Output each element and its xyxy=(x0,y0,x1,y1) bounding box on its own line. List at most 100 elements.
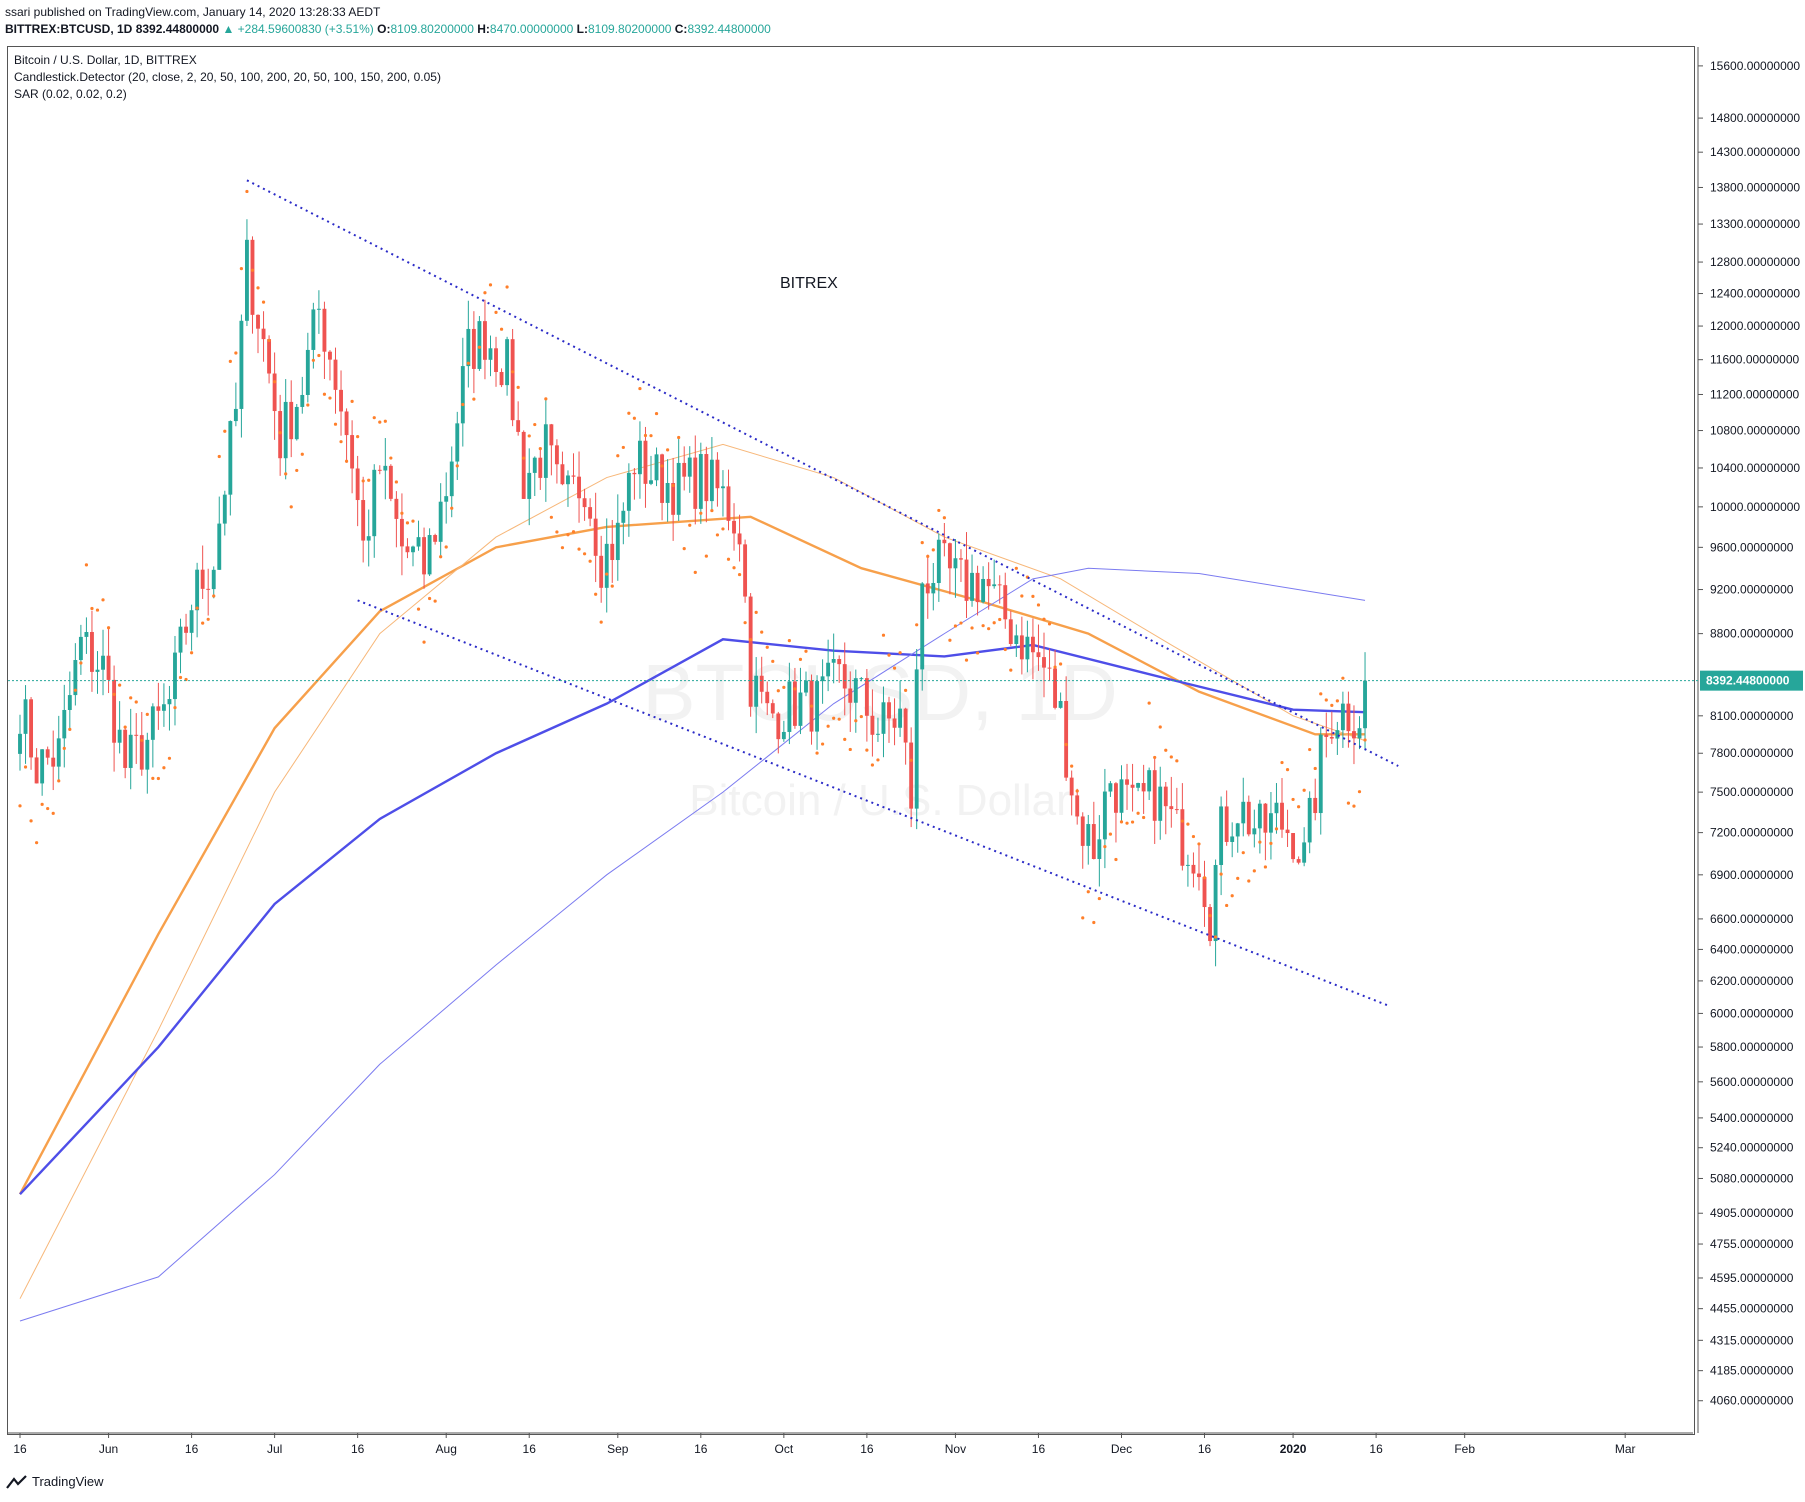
candle-body xyxy=(1019,635,1024,660)
moving-average-line xyxy=(19,638,1366,1196)
candle-body xyxy=(1003,585,1008,620)
sar-dot xyxy=(394,480,398,484)
sar-dot xyxy=(859,714,863,719)
price-tick-label: 4905.00000000 xyxy=(1710,1206,1794,1220)
candle-body xyxy=(953,558,958,569)
candle-body xyxy=(40,749,45,784)
candle-body xyxy=(1086,824,1091,846)
high-value: 8470.00000000 xyxy=(489,22,574,36)
candle-body xyxy=(460,366,465,424)
candle-body xyxy=(294,406,299,440)
candle-body xyxy=(1158,786,1163,821)
sar-dot xyxy=(594,592,598,596)
candle-body xyxy=(1180,809,1185,866)
sar-dot xyxy=(809,704,814,708)
sar-dot xyxy=(721,527,725,531)
sar-dot xyxy=(704,554,708,558)
legend-indicator-sar: SAR (0.02, 0.02, 0.2) xyxy=(14,87,127,101)
price-tick-label: 12400.00000000 xyxy=(1710,287,1800,301)
candle-body xyxy=(1313,797,1318,814)
candle-body xyxy=(328,351,332,360)
candle-body xyxy=(239,320,244,409)
sar-dot xyxy=(389,456,393,460)
candle-body xyxy=(1352,731,1356,739)
candle-body xyxy=(388,465,393,499)
sar-dot xyxy=(987,627,991,631)
candle-body xyxy=(217,523,222,570)
sar-dot xyxy=(499,327,504,331)
sar-dot xyxy=(284,472,288,476)
candle-body xyxy=(527,472,532,499)
sar-dot xyxy=(333,422,338,426)
footer-brand[interactable]: TradingView xyxy=(6,1474,104,1489)
candle-body xyxy=(671,483,676,515)
candle-body xyxy=(250,239,255,315)
sar-dot xyxy=(870,763,875,767)
close-value: 8392.44800000 xyxy=(687,22,771,36)
sar-dot xyxy=(1274,827,1279,831)
candle-body xyxy=(615,522,620,561)
sar-dot xyxy=(239,267,244,271)
sar-dot xyxy=(865,748,869,752)
candle-body xyxy=(245,239,249,321)
candle-body xyxy=(112,679,117,743)
candle-body xyxy=(1296,859,1301,863)
sar-dot xyxy=(898,651,902,655)
chart-frame[interactable] xyxy=(7,46,1695,1435)
candle-body xyxy=(654,454,659,481)
sar-dot xyxy=(710,508,714,513)
price-tick-label: 10800.00000000 xyxy=(1710,424,1800,438)
sar-dot xyxy=(1280,760,1284,765)
candle-body xyxy=(798,692,803,726)
high-label: H: xyxy=(477,22,490,36)
sar-dot xyxy=(632,416,636,420)
sar-dot xyxy=(522,456,526,460)
time-tick-label: Oct xyxy=(775,1442,794,1456)
sar-dot xyxy=(178,675,183,680)
price-tick-label: 9200.00000000 xyxy=(1710,583,1794,597)
price-tick-label: 10400.00000000 xyxy=(1710,461,1800,475)
sar-dot xyxy=(1020,594,1024,598)
sar-dot xyxy=(1125,821,1129,825)
candle-body xyxy=(1246,801,1251,835)
sar-dot xyxy=(234,351,238,355)
time-tick-label: 16 xyxy=(351,1442,365,1456)
sar-dot xyxy=(754,610,758,614)
candle-body xyxy=(377,469,382,471)
candle-body xyxy=(826,662,831,677)
candle-body xyxy=(881,702,886,734)
candle-body xyxy=(444,496,449,502)
trendline xyxy=(357,599,1388,1007)
sar-dot xyxy=(505,285,509,289)
candle-body xyxy=(34,757,39,784)
sar-dot xyxy=(1003,647,1007,652)
sar-dot xyxy=(29,819,33,823)
candle-body xyxy=(532,457,537,473)
candle-body xyxy=(1274,802,1279,814)
sar-dot xyxy=(1175,759,1179,763)
candle-body xyxy=(1075,795,1080,817)
sar-dot xyxy=(439,555,443,559)
sar-dot xyxy=(1213,935,1218,939)
sar-dot xyxy=(1319,692,1323,696)
candle-body xyxy=(975,572,980,603)
sar-dot xyxy=(273,380,277,384)
sar-dot xyxy=(1247,879,1251,883)
sar-dot xyxy=(1119,820,1124,824)
sar-dot xyxy=(1252,869,1256,873)
sar-dot xyxy=(267,338,271,342)
candle-body xyxy=(942,539,947,544)
candle-body xyxy=(676,462,681,515)
sar-dot xyxy=(1308,747,1312,752)
sar-dot xyxy=(616,454,620,458)
sar-dot xyxy=(832,716,836,720)
time-tick-label: Mar xyxy=(1615,1442,1636,1456)
time-tick-label: 16 xyxy=(860,1442,874,1456)
sar-dot xyxy=(544,397,548,401)
sar-dot xyxy=(378,420,382,424)
sar-dot xyxy=(422,640,426,644)
candle-body xyxy=(754,675,759,707)
sar-dot xyxy=(40,802,44,806)
candle-body xyxy=(150,706,155,740)
